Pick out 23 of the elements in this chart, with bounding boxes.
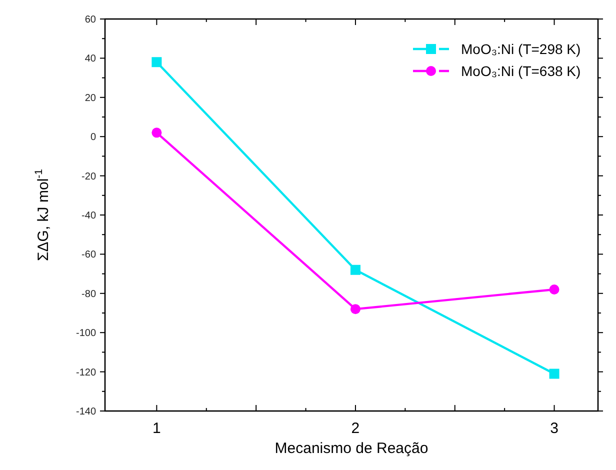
point [350,304,360,314]
point [152,128,162,138]
point [549,368,560,379]
y-tick-label: -40 [82,210,96,222]
x-tick-label: 2 [351,420,360,437]
legend-label: MoO₃:Ni (T=638 K) [461,62,581,79]
y-tick-label: -60 [82,250,96,261]
y-tick-label: -80 [82,288,96,300]
y-tick-label: 20 [84,92,96,104]
y-tick-label: 60 [84,14,96,26]
point [549,284,560,294]
x-tick-label: 3 [550,420,558,437]
y-tick-label: -100 [76,328,96,340]
point [152,57,162,68]
y-tick-label: 0 [90,132,96,144]
point [350,264,360,275]
x-axis-title: Mecanismo de Reação [274,440,428,457]
y-tick-label: -140 [76,406,96,418]
y-tick-label: 40 [84,54,96,65]
y-tick-label: -120 [76,367,96,378]
y-tick-label: -20 [82,171,96,182]
legend-label: MoO₃:Ni (T=298 K) [461,40,581,57]
x-tick-label: 1 [152,420,161,437]
